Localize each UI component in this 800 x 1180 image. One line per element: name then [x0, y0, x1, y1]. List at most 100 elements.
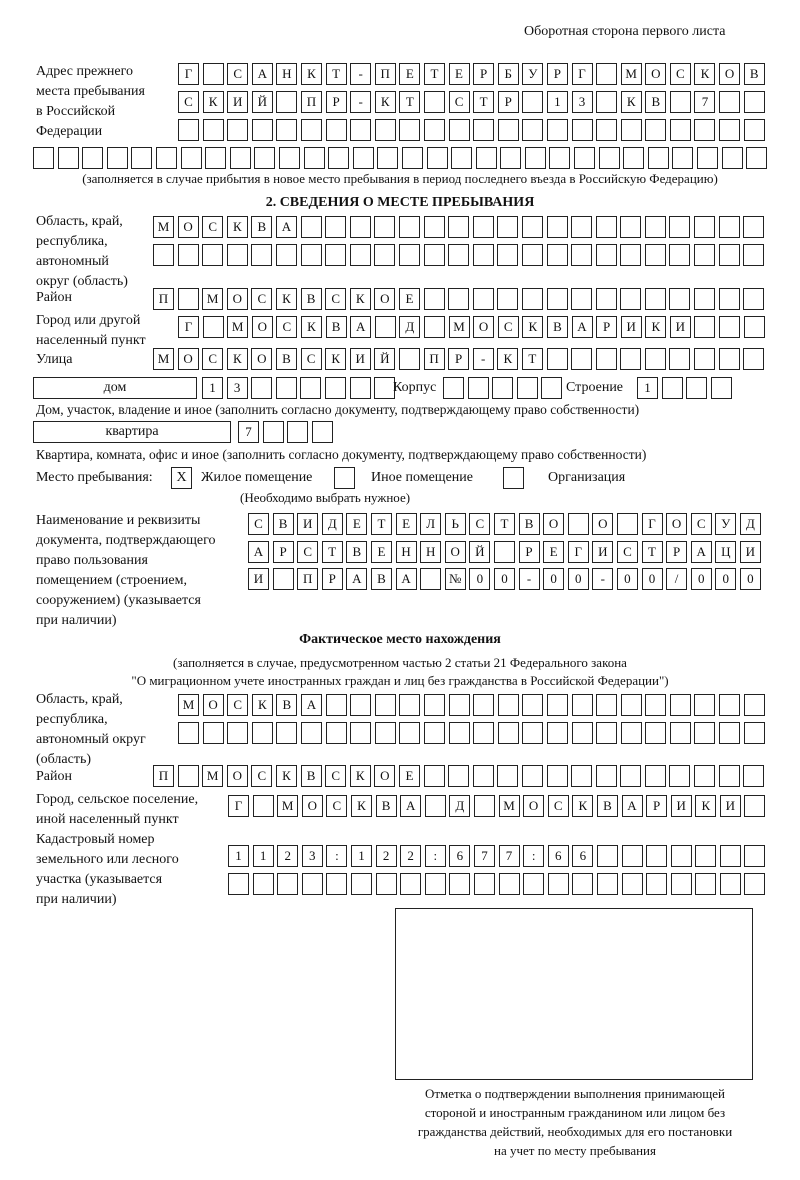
stay-region-row-2[interactable]	[153, 244, 765, 266]
char-cell[interactable]	[623, 147, 645, 169]
char-cell[interactable]	[521, 216, 543, 238]
char-cell[interactable]: -	[472, 348, 494, 370]
char-cell[interactable]	[743, 316, 765, 338]
char-cell[interactable]	[524, 147, 546, 169]
char-cell[interactable]	[547, 873, 569, 895]
char-cell[interactable]	[669, 119, 691, 141]
char-cell[interactable]: -	[518, 568, 540, 590]
char-cell[interactable]	[473, 873, 495, 895]
char-cell[interactable]: 2	[375, 845, 397, 867]
char-cell[interactable]	[276, 119, 298, 141]
char-cell[interactable]: Р	[646, 795, 668, 817]
char-cell[interactable]	[596, 845, 618, 867]
char-cell[interactable]: С	[178, 91, 199, 113]
char-cell[interactable]	[300, 377, 322, 399]
char-cell[interactable]	[227, 119, 249, 141]
char-cell[interactable]	[303, 147, 325, 169]
char-cell[interactable]	[522, 119, 544, 141]
char-cell[interactable]: Т	[521, 348, 543, 370]
char-cell[interactable]	[492, 377, 514, 399]
char-cell[interactable]	[596, 694, 618, 716]
char-cell[interactable]: В	[546, 316, 568, 338]
char-cell[interactable]	[272, 568, 294, 590]
char-cell[interactable]	[744, 845, 766, 867]
char-cell[interactable]: П	[297, 568, 319, 590]
char-cell[interactable]: О	[251, 316, 273, 338]
char-cell[interactable]	[571, 694, 593, 716]
char-cell[interactable]	[472, 244, 494, 266]
char-cell[interactable]: С	[297, 541, 319, 563]
char-cell[interactable]: М	[202, 288, 224, 310]
apartment-type-field[interactable]: квартира	[33, 421, 231, 443]
char-cell[interactable]	[426, 147, 448, 169]
char-cell[interactable]	[324, 377, 346, 399]
char-cell[interactable]	[743, 348, 765, 370]
korpus-row[interactable]	[443, 377, 563, 399]
char-cell[interactable]: Б	[497, 63, 519, 85]
char-cell[interactable]	[227, 722, 249, 744]
char-cell[interactable]: М	[202, 765, 224, 787]
char-cell[interactable]: С	[690, 513, 712, 535]
char-cell[interactable]: С	[469, 513, 491, 535]
char-cell[interactable]	[743, 216, 765, 238]
char-cell[interactable]	[473, 119, 495, 141]
char-cell[interactable]	[744, 795, 766, 817]
char-cell[interactable]	[423, 216, 445, 238]
char-cell[interactable]	[744, 873, 766, 895]
char-cell[interactable]: О	[177, 216, 199, 238]
char-cell[interactable]	[398, 244, 420, 266]
char-cell[interactable]: Д	[449, 795, 471, 817]
char-cell[interactable]: 0	[469, 568, 491, 590]
char-cell[interactable]: С	[669, 63, 691, 85]
char-cell[interactable]	[571, 244, 593, 266]
char-cell[interactable]	[398, 348, 420, 370]
char-cell[interactable]	[328, 147, 350, 169]
char-cell[interactable]: К	[695, 795, 717, 817]
char-cell[interactable]: И	[227, 91, 249, 113]
char-cell[interactable]: А	[275, 216, 297, 238]
char-cell[interactable]	[620, 216, 642, 238]
char-cell[interactable]: К	[300, 316, 322, 338]
char-cell[interactable]: А	[251, 63, 273, 85]
char-cell[interactable]	[448, 244, 470, 266]
char-cell[interactable]: А	[346, 568, 368, 590]
char-cell[interactable]: К	[349, 765, 371, 787]
char-cell[interactable]: Н	[395, 541, 417, 563]
char-cell[interactable]: Г	[228, 795, 249, 817]
char-cell[interactable]: В	[596, 795, 618, 817]
document-row-3[interactable]: И П Р А В А № 0 0-0 0-0 0/0 0 0	[248, 568, 761, 590]
char-cell[interactable]: 6	[572, 845, 594, 867]
building-row[interactable]: 1	[637, 377, 732, 399]
char-cell[interactable]	[300, 244, 322, 266]
char-cell[interactable]	[153, 244, 174, 266]
char-cell[interactable]: И	[670, 795, 692, 817]
char-cell[interactable]: И	[719, 795, 741, 817]
char-cell[interactable]	[695, 845, 717, 867]
char-cell[interactable]	[443, 377, 464, 399]
char-cell[interactable]	[131, 147, 153, 169]
char-cell[interactable]: К	[226, 216, 248, 238]
char-cell[interactable]	[498, 873, 520, 895]
char-cell[interactable]: 1	[637, 377, 658, 399]
char-cell[interactable]	[571, 348, 593, 370]
char-cell[interactable]: М	[277, 795, 299, 817]
char-cell[interactable]	[621, 845, 643, 867]
char-cell[interactable]	[694, 722, 716, 744]
char-cell[interactable]	[718, 216, 740, 238]
char-cell[interactable]	[177, 244, 199, 266]
char-cell[interactable]: В	[375, 795, 397, 817]
char-cell[interactable]: 3	[226, 377, 248, 399]
char-cell[interactable]: С	[227, 694, 249, 716]
char-cell[interactable]	[645, 119, 667, 141]
char-cell[interactable]	[669, 694, 691, 716]
char-cell[interactable]: Й	[469, 541, 491, 563]
char-cell[interactable]: И	[592, 541, 614, 563]
char-cell[interactable]	[694, 244, 716, 266]
char-cell[interactable]	[710, 377, 732, 399]
char-cell[interactable]	[743, 288, 765, 310]
char-cell[interactable]: О	[177, 348, 199, 370]
char-cell[interactable]	[177, 288, 199, 310]
actual-region-row-2[interactable]	[178, 722, 765, 744]
char-cell[interactable]	[669, 288, 691, 310]
